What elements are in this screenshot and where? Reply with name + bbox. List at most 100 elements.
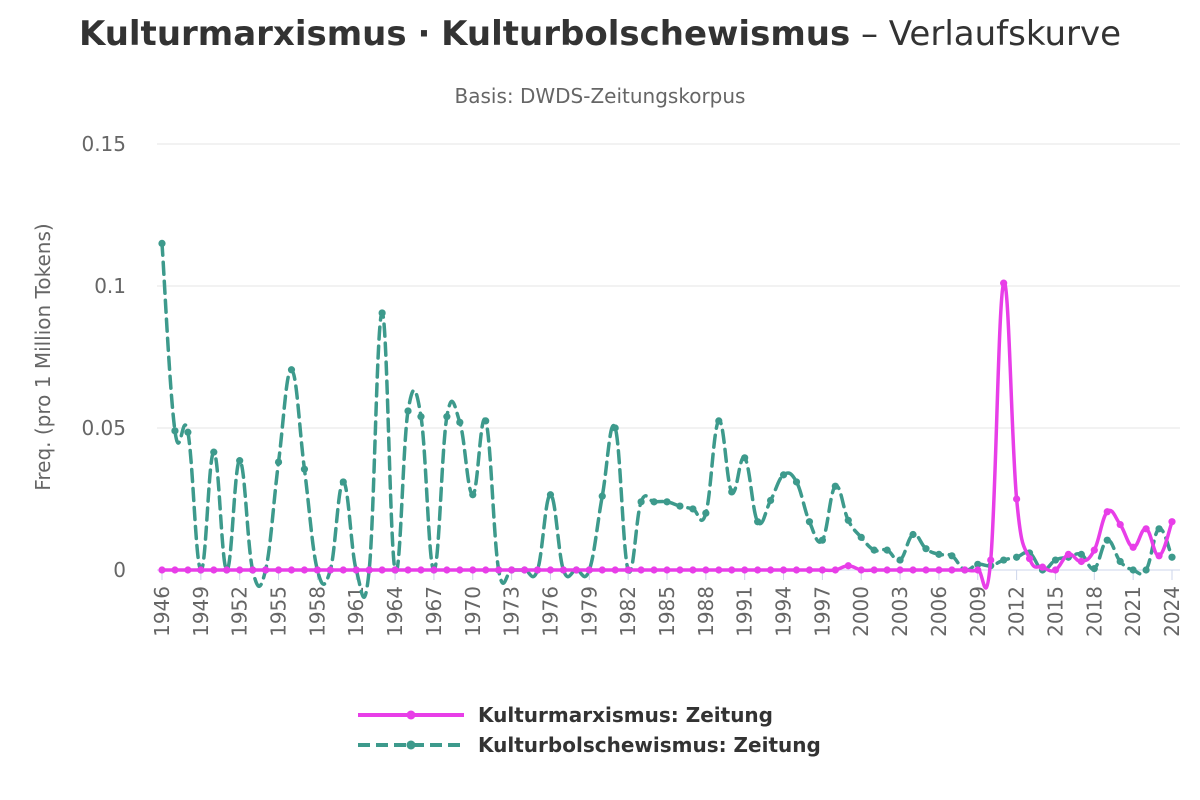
data-point-kulturmarxismus[interactable] bbox=[741, 566, 749, 574]
data-point-kulturbolschewismus[interactable] bbox=[171, 427, 179, 435]
data-point-kulturbolschewismus[interactable] bbox=[831, 482, 839, 490]
data-point-kulturmarxismus[interactable] bbox=[482, 566, 490, 574]
data-point-kulturmarxismus[interactable] bbox=[1129, 543, 1137, 551]
data-point-kulturmarxismus[interactable] bbox=[598, 566, 606, 574]
data-point-kulturmarxismus[interactable] bbox=[391, 566, 399, 574]
data-point-kulturmarxismus[interactable] bbox=[766, 566, 775, 574]
data-point-kulturbolschewismus[interactable] bbox=[456, 418, 464, 426]
data-point-kulturbolschewismus[interactable] bbox=[909, 530, 917, 539]
data-point-kulturmarxismus[interactable] bbox=[533, 566, 542, 574]
data-point-kulturbolschewismus[interactable] bbox=[805, 518, 814, 526]
data-point-kulturmarxismus[interactable] bbox=[754, 566, 762, 574]
legend-item-kulturbolschewismus[interactable]: Kulturbolschewismus: Zeitung bbox=[356, 730, 876, 760]
data-point-kulturmarxismus[interactable] bbox=[197, 566, 205, 574]
data-point-kulturmarxismus[interactable] bbox=[443, 566, 451, 574]
data-point-kulturmarxismus[interactable] bbox=[948, 566, 956, 574]
data-point-kulturmarxismus[interactable] bbox=[663, 566, 671, 574]
data-point-kulturbolschewismus[interactable] bbox=[378, 309, 386, 317]
data-point-kulturmarxismus[interactable] bbox=[650, 566, 658, 574]
data-point-kulturbolschewismus[interactable] bbox=[741, 454, 749, 462]
data-point-kulturbolschewismus[interactable] bbox=[702, 509, 710, 517]
data-point-kulturmarxismus[interactable] bbox=[1168, 518, 1176, 526]
data-point-kulturmarxismus[interactable] bbox=[456, 566, 464, 574]
data-point-kulturmarxismus[interactable] bbox=[870, 566, 878, 574]
data-point-kulturmarxismus[interactable] bbox=[922, 566, 930, 574]
data-point-kulturmarxismus[interactable] bbox=[210, 566, 218, 574]
data-point-kulturmarxismus[interactable] bbox=[611, 566, 619, 574]
data-point-kulturmarxismus[interactable] bbox=[585, 566, 593, 574]
data-point-kulturbolschewismus[interactable] bbox=[883, 546, 891, 554]
data-point-kulturbolschewismus[interactable] bbox=[158, 239, 166, 247]
data-point-kulturmarxismus[interactable] bbox=[961, 566, 969, 574]
data-point-kulturbolschewismus[interactable] bbox=[1077, 550, 1085, 558]
data-point-kulturmarxismus[interactable] bbox=[935, 566, 943, 574]
data-point-kulturmarxismus[interactable] bbox=[909, 566, 917, 574]
data-point-kulturmarxismus[interactable] bbox=[417, 566, 425, 574]
data-point-kulturbolschewismus[interactable] bbox=[339, 478, 347, 486]
data-point-kulturmarxismus[interactable] bbox=[326, 566, 334, 574]
data-point-kulturmarxismus[interactable] bbox=[1064, 550, 1073, 558]
data-point-kulturmarxismus[interactable] bbox=[689, 566, 697, 574]
data-point-kulturmarxismus[interactable] bbox=[508, 566, 516, 574]
data-point-kulturmarxismus[interactable] bbox=[1038, 563, 1047, 571]
data-point-kulturbolschewismus[interactable] bbox=[1051, 556, 1060, 564]
data-point-kulturmarxismus[interactable] bbox=[352, 566, 360, 574]
data-point-kulturmarxismus[interactable] bbox=[171, 566, 179, 574]
data-point-kulturbolschewismus[interactable] bbox=[611, 424, 619, 432]
data-point-kulturbolschewismus[interactable] bbox=[1129, 566, 1137, 574]
data-point-kulturbolschewismus[interactable] bbox=[546, 491, 555, 499]
data-point-kulturbolschewismus[interactable] bbox=[210, 448, 218, 456]
data-point-kulturmarxismus[interactable] bbox=[702, 566, 710, 574]
data-point-kulturmarxismus[interactable] bbox=[546, 566, 555, 574]
data-point-kulturmarxismus[interactable] bbox=[844, 562, 852, 570]
data-point-kulturmarxismus[interactable] bbox=[1142, 525, 1150, 533]
data-point-kulturmarxismus[interactable] bbox=[1051, 566, 1060, 574]
data-point-kulturbolschewismus[interactable] bbox=[844, 516, 852, 524]
data-point-kulturmarxismus[interactable] bbox=[274, 566, 283, 574]
data-point-kulturmarxismus[interactable] bbox=[1013, 495, 1021, 503]
data-point-kulturbolschewismus[interactable] bbox=[1168, 553, 1176, 561]
data-point-kulturmarxismus[interactable] bbox=[637, 566, 645, 574]
data-point-kulturmarxismus[interactable] bbox=[378, 566, 386, 574]
data-point-kulturbolschewismus[interactable] bbox=[922, 545, 930, 553]
data-point-kulturbolschewismus[interactable] bbox=[689, 505, 697, 513]
data-point-kulturbolschewismus[interactable] bbox=[870, 546, 878, 554]
data-point-kulturbolschewismus[interactable] bbox=[857, 533, 865, 541]
data-point-kulturmarxismus[interactable] bbox=[831, 566, 839, 574]
data-point-kulturbolschewismus[interactable] bbox=[287, 366, 296, 374]
data-point-kulturmarxismus[interactable] bbox=[404, 566, 412, 574]
data-point-kulturbolschewismus[interactable] bbox=[274, 458, 283, 466]
data-point-kulturmarxismus[interactable] bbox=[715, 566, 723, 574]
data-point-kulturmarxismus[interactable] bbox=[365, 566, 373, 574]
data-point-kulturmarxismus[interactable] bbox=[572, 566, 580, 574]
data-point-kulturmarxismus[interactable] bbox=[896, 566, 904, 574]
data-point-kulturmarxismus[interactable] bbox=[249, 566, 257, 574]
data-point-kulturmarxismus[interactable] bbox=[818, 566, 826, 574]
data-point-kulturbolschewismus[interactable] bbox=[1116, 557, 1124, 566]
data-point-kulturmarxismus[interactable] bbox=[520, 566, 529, 574]
data-point-kulturmarxismus[interactable] bbox=[1155, 552, 1163, 560]
data-point-kulturbolschewismus[interactable] bbox=[236, 457, 244, 465]
data-point-kulturbolschewismus[interactable] bbox=[443, 413, 451, 421]
data-point-kulturbolschewismus[interactable] bbox=[1103, 536, 1111, 544]
data-point-kulturbolschewismus[interactable] bbox=[818, 536, 826, 544]
data-point-kulturbolschewismus[interactable] bbox=[417, 413, 425, 421]
data-point-kulturmarxismus[interactable] bbox=[974, 566, 982, 574]
data-point-kulturmarxismus[interactable] bbox=[857, 566, 865, 574]
data-point-kulturmarxismus[interactable] bbox=[624, 566, 632, 574]
data-point-kulturbolschewismus[interactable] bbox=[974, 560, 982, 568]
data-point-kulturmarxismus[interactable] bbox=[1090, 546, 1098, 554]
data-point-kulturmarxismus[interactable] bbox=[1103, 508, 1111, 516]
data-point-kulturmarxismus[interactable] bbox=[1116, 520, 1124, 529]
data-point-kulturmarxismus[interactable] bbox=[287, 566, 296, 574]
data-point-kulturmarxismus[interactable] bbox=[261, 566, 270, 574]
data-point-kulturmarxismus[interactable] bbox=[792, 566, 801, 574]
data-point-kulturmarxismus[interactable] bbox=[495, 566, 503, 574]
data-point-kulturbolschewismus[interactable] bbox=[482, 417, 490, 425]
data-point-kulturmarxismus[interactable] bbox=[779, 566, 788, 574]
data-point-kulturbolschewismus[interactable] bbox=[469, 491, 477, 499]
data-point-kulturbolschewismus[interactable] bbox=[663, 498, 671, 506]
data-point-kulturmarxismus[interactable] bbox=[339, 566, 347, 574]
data-point-kulturbolschewismus[interactable] bbox=[792, 478, 801, 486]
data-point-kulturmarxismus[interactable] bbox=[883, 566, 891, 574]
